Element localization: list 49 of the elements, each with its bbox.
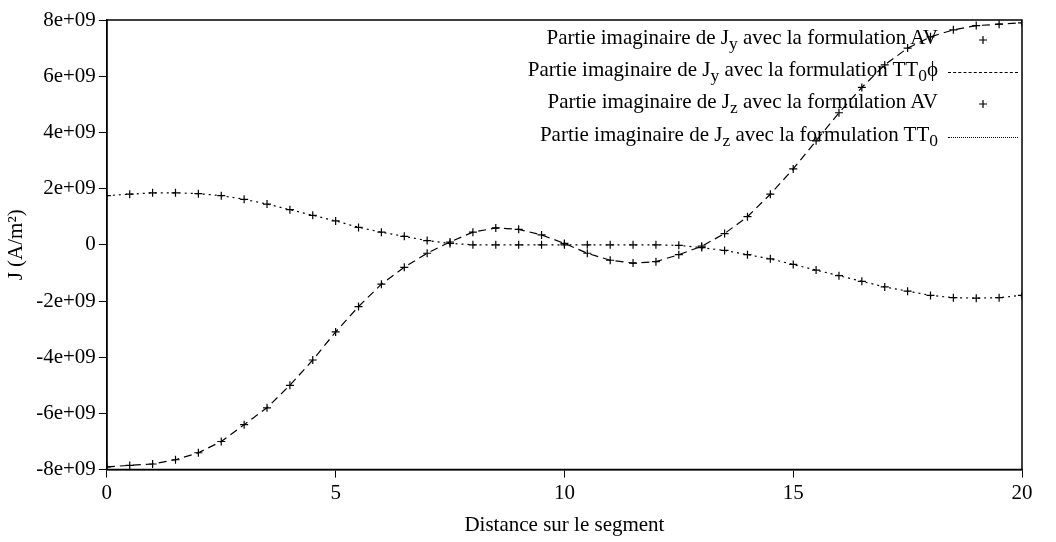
point <box>331 216 341 226</box>
x-tick-label: 15 <box>782 479 804 504</box>
y-tick-label: 6e+09 <box>43 62 96 87</box>
y-tick-label: 4e+09 <box>43 118 96 143</box>
point <box>148 459 158 469</box>
legend-label: Partie imaginaire de J$_{y}$ avec la formulation TT$_{0}$ϕ <box>527 56 938 88</box>
point <box>903 43 913 53</box>
point <box>765 254 775 264</box>
point <box>628 240 638 250</box>
point <box>994 20 1004 29</box>
x-tick-label: 5 <box>330 479 341 504</box>
point <box>811 265 821 275</box>
y-tick-label: 8e+09 <box>43 6 96 31</box>
y-tick-label: 2e+09 <box>43 175 96 200</box>
point <box>651 257 661 267</box>
point <box>262 403 272 413</box>
y-tick-label: -6e+09 <box>36 399 96 424</box>
point <box>468 240 478 250</box>
y-tick-label: -8e+09 <box>36 456 96 481</box>
y-tick-label: 0 <box>85 231 96 256</box>
point <box>651 240 661 250</box>
point <box>834 271 844 281</box>
y-axis-title: J (A/m²) <box>3 209 28 281</box>
point <box>491 223 501 233</box>
point <box>239 420 249 430</box>
legend-label: Partie imaginaire de J$_{z}$ avec la formulation AV <box>547 88 938 120</box>
point <box>857 276 867 286</box>
point <box>834 108 844 118</box>
x-tick-label: 0 <box>101 479 113 504</box>
point <box>285 380 295 390</box>
point <box>308 355 318 365</box>
point <box>857 82 867 93</box>
y-tick-label: -4e+09 <box>36 343 96 368</box>
point <box>788 164 798 174</box>
point <box>628 258 638 268</box>
point <box>376 279 386 289</box>
point <box>285 205 295 215</box>
x-tick-label: 10 <box>553 479 575 504</box>
point <box>239 194 249 204</box>
x-axis-title: Distance sur le segment <box>464 511 665 536</box>
point <box>262 199 272 209</box>
point <box>331 327 341 337</box>
point <box>468 227 478 237</box>
point <box>880 282 890 292</box>
y-tick-label: -2e+09 <box>36 287 96 312</box>
x-tick-label: 20 <box>1011 479 1033 504</box>
point <box>536 230 547 240</box>
point <box>994 293 1004 303</box>
legend-label: Partie imaginaire de J$_{z}$ avec la formulation TT$_{0}$ <box>539 120 938 152</box>
